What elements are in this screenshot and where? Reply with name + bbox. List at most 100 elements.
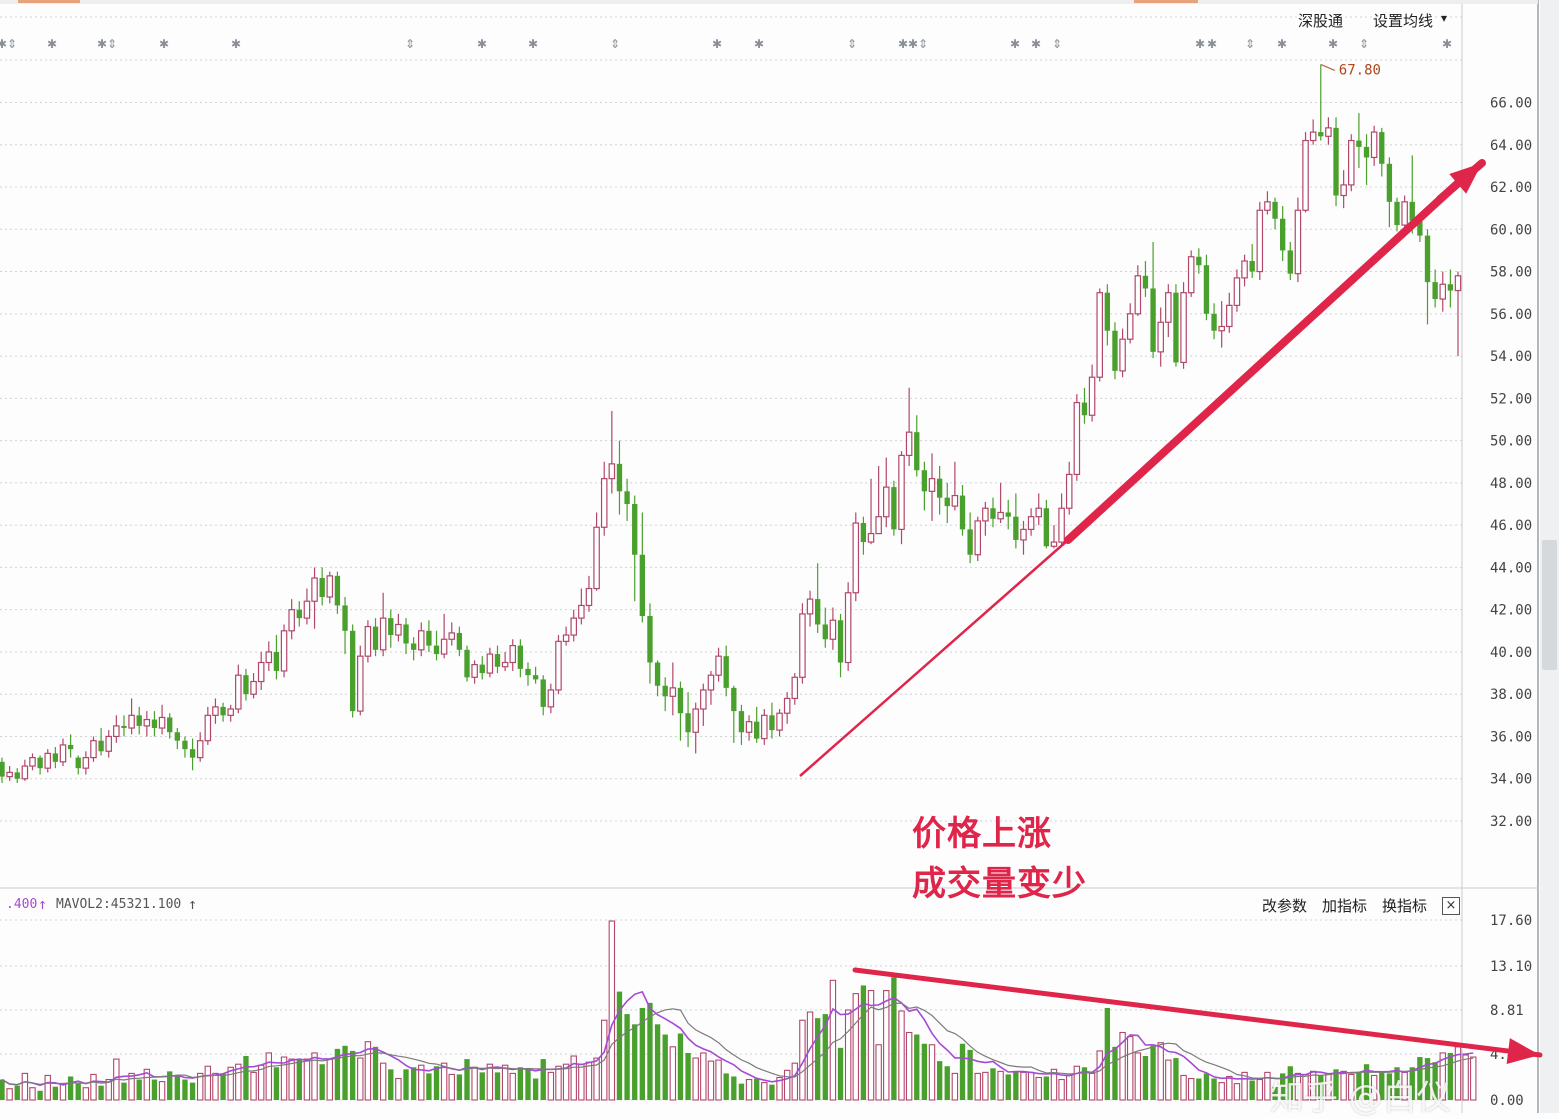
candle-body-down: [1112, 330, 1118, 371]
top-tab-active: [18, 0, 80, 3]
candle-body-down: [136, 715, 142, 726]
volume-bar-down: [14, 1085, 20, 1100]
switch-indicator-button[interactable]: 换指标: [1382, 897, 1428, 915]
volume-tick-label: 8.81: [1490, 1003, 1524, 1019]
candle-body-down: [1211, 313, 1217, 331]
price-grid: [0, 16, 1462, 822]
volume-bar-down: [1043, 1076, 1050, 1100]
price-tick-label: 66.00: [1490, 96, 1532, 112]
price-tick-label: 54.00: [1490, 349, 1532, 365]
price-tick-label: 50.00: [1490, 434, 1532, 450]
event-marker-icon[interactable]: ⇕: [107, 37, 117, 51]
candle-body-down: [1432, 282, 1438, 300]
event-marker-icon[interactable]: ✱: [97, 37, 107, 51]
candle-body-up: [1294, 209, 1302, 275]
event-marker-icon[interactable]: ⇕: [610, 37, 620, 51]
set-ma-button[interactable]: 设置均线: [1373, 12, 1434, 30]
volume-bar-up: [288, 1058, 295, 1101]
volume-bar-down: [1424, 1058, 1431, 1100]
candle-body-down: [731, 687, 737, 712]
close-indicator-icon[interactable]: ×: [1442, 897, 1460, 915]
change-params-button[interactable]: 改参数: [1262, 897, 1308, 915]
volume-bar-down: [738, 1083, 745, 1100]
volume-bar-down: [1081, 1067, 1088, 1100]
event-marker-icon[interactable]: ⇕: [918, 37, 928, 51]
volume-bar-down: [914, 1034, 920, 1100]
candle-body-down: [0, 761, 5, 777]
candle-body-up: [357, 655, 364, 712]
event-marker-icon[interactable]: ✱: [477, 37, 487, 51]
candle-body-down: [334, 575, 341, 606]
mavol1-value: .400: [6, 897, 38, 912]
set-ma-dropdown-icon[interactable]: ▾: [1441, 11, 1448, 25]
event-marker-icon[interactable]: ✱: [1442, 37, 1452, 51]
event-marker-icon[interactable]: ✱: [898, 37, 908, 51]
event-marker-icon[interactable]: ✱: [712, 37, 722, 51]
volume-bar-up: [1340, 1070, 1347, 1101]
event-marker-icon[interactable]: ✱: [159, 37, 169, 51]
candle-body-down: [1081, 402, 1088, 416]
candle-body-down: [677, 687, 684, 714]
event-marker-icon[interactable]: ⇕: [7, 37, 17, 51]
top-tab-active: [1134, 0, 1198, 3]
volume-bar-up: [1233, 1083, 1241, 1101]
candle-body-up: [1058, 507, 1065, 543]
candle-body-down: [426, 630, 432, 646]
event-marker-icon[interactable]: ✱: [231, 37, 241, 51]
volume-bar-up: [21, 1072, 29, 1101]
event-marker-icon[interactable]: ✱: [1207, 37, 1217, 51]
event-marker-icon[interactable]: ⇕: [1052, 37, 1062, 51]
candle-body-up: [196, 740, 204, 759]
candle-body-up: [364, 625, 372, 657]
annotation-volume-drop: 成交量变少: [912, 864, 1087, 904]
candle-body-down: [616, 463, 623, 492]
event-marker-icon[interactable]: ⇕: [847, 37, 857, 51]
event-marker-icon[interactable]: ⇕: [405, 37, 415, 51]
event-marker-icon[interactable]: ✱: [1328, 37, 1338, 51]
candle-body-down: [639, 554, 646, 617]
candle-body-up: [1226, 304, 1233, 328]
candle-body-down: [532, 675, 539, 680]
candle-body-down: [1196, 256, 1202, 266]
candle-body-down: [1318, 132, 1324, 137]
event-marker-icon[interactable]: ✱: [528, 37, 538, 51]
candle-body-up: [1340, 184, 1347, 197]
event-markers[interactable]: ✱ ⇕ ✱ ✱ ⇕ ✱ ✱ ⇕ ✱ ✱ ⇕ ✱ ✱ ⇕ ✱ ✱ ⇕ ✱ ✱ ⇕ ✱ ✱ ⇕ ✱ ✱ ⇕ ✱: [0, 37, 1452, 51]
event-marker-icon[interactable]: ✱: [754, 37, 764, 51]
volume-tick-label: 13.10: [1490, 959, 1532, 975]
candle-body-up: [593, 526, 600, 590]
event-marker-icon[interactable]: ✱: [1031, 37, 1041, 51]
candle-body-up: [6, 771, 13, 778]
event-marker-icon[interactable]: ✱: [47, 37, 57, 51]
event-marker-icon[interactable]: ✱: [1195, 37, 1205, 51]
event-marker-icon[interactable]: ✱: [908, 37, 918, 51]
volume-bar-up: [501, 1064, 509, 1101]
candle-body-up: [707, 674, 715, 691]
candle-body-down: [624, 491, 630, 505]
candle-body-up: [982, 507, 989, 522]
volume-bar-up: [379, 1062, 387, 1101]
event-marker-icon[interactable]: ✱: [1277, 37, 1287, 51]
candle-body-down: [1203, 265, 1210, 314]
volume-bar-down: [479, 1072, 485, 1100]
event-marker-icon[interactable]: ✱: [1010, 37, 1020, 51]
volume-bar-down: [990, 1068, 996, 1100]
candle-body-up: [997, 511, 1004, 520]
event-marker-icon[interactable]: ⇕: [1245, 37, 1255, 51]
volume-bar-down: [1409, 1067, 1415, 1100]
volume-bar-down: [1287, 1066, 1293, 1100]
add-indicator-button[interactable]: 加指标: [1322, 897, 1368, 915]
volume-bar-down: [1417, 1057, 1423, 1100]
candle-body-down: [372, 626, 379, 650]
candle-body-up: [59, 744, 67, 763]
volume-bar-up: [700, 1052, 707, 1101]
event-marker-icon[interactable]: ⇕: [1359, 37, 1369, 51]
candle-body-up: [227, 708, 234, 716]
price-tick-label: 40.00: [1490, 645, 1532, 661]
shenguto-button[interactable]: 深股通: [1298, 12, 1344, 30]
price-tick-label: 56.00: [1490, 307, 1532, 323]
candle-body-down: [990, 508, 996, 519]
volume-bar-up: [59, 1083, 67, 1101]
event-marker-icon[interactable]: ✱: [0, 37, 7, 51]
volume-bar-up: [852, 993, 859, 1101]
